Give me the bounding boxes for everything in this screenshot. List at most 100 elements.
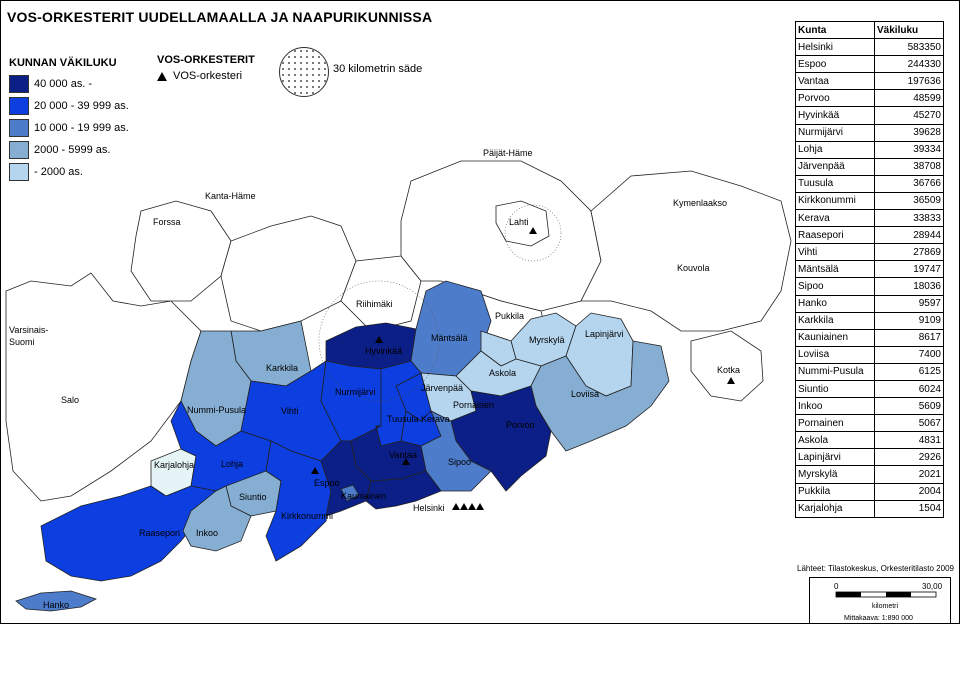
table-row: Porvoo 48599 xyxy=(795,89,944,108)
orchestra-marker-helsinki-2 xyxy=(460,503,468,510)
label-helsinki: Helsinki xyxy=(413,503,445,513)
table-cell-vakiluku: 7400 xyxy=(874,345,944,364)
orchestra-marker-helsinki-1 xyxy=(452,503,460,510)
label-salo: Salo xyxy=(61,395,79,405)
label-jarvenpaa: Järvenpää xyxy=(421,383,463,393)
label-riihimaki: Riihimäki xyxy=(356,299,393,309)
table-cell-vakiluku: 36766 xyxy=(874,174,944,193)
region-lahti-area xyxy=(495,200,550,247)
table-cell-vakiluku: 1504 xyxy=(874,499,944,518)
legend-class-1: 40 000 as. - xyxy=(9,75,92,93)
label-vantaa: Vantaa xyxy=(389,450,417,460)
table-cell-vakiluku: 48599 xyxy=(874,89,944,108)
table-cell-kunta: Pukkila xyxy=(795,482,875,501)
orchestra-legend-item: VOS-orkesteri xyxy=(157,70,242,82)
legend-swatch-5 xyxy=(9,163,29,181)
table-row: Nummi-Pusula 6125 xyxy=(795,362,944,381)
table-cell-kunta: Pornainen xyxy=(795,414,875,433)
scale-max: 30,00 xyxy=(922,582,943,591)
legend-class-label-3: 10 000 - 19 999 as. xyxy=(34,122,129,134)
table-cell-vakiluku: 197636 xyxy=(874,72,944,91)
table-row: Pornainen 5067 xyxy=(795,414,944,433)
table-cell-vakiluku: 19747 xyxy=(874,260,944,279)
neighbour-regions xyxy=(5,160,792,502)
municipality-sipoo xyxy=(420,410,492,492)
table-header-vakiluku: Väkiluku xyxy=(874,20,944,40)
legend-class-2: 20 000 - 39 999 as. xyxy=(9,97,129,115)
label-karjalohja: Karjalohja xyxy=(154,460,194,470)
municipality-inkoo xyxy=(182,485,252,552)
table-cell-vakiluku: 6125 xyxy=(874,362,944,381)
table-cell-vakiluku: 5067 xyxy=(874,414,944,433)
table-cell-vakiluku: 33833 xyxy=(874,209,944,228)
table-row: Inkoo 5609 xyxy=(795,397,944,416)
label-forssa: Forssa xyxy=(153,217,181,227)
table-cell-vakiluku: 9109 xyxy=(874,311,944,330)
orchestra-marker-helsinki-4 xyxy=(476,503,484,510)
table-cell-vakiluku: 8617 xyxy=(874,328,944,347)
label-kanta-hame: Kanta-Häme xyxy=(205,191,256,201)
table-cell-kunta: Kauniainen xyxy=(795,328,875,347)
label-kerava: Kerava xyxy=(421,414,450,424)
table-cell-kunta: Kerava xyxy=(795,209,875,228)
table-cell-vakiluku: 244330 xyxy=(874,55,944,74)
legend-swatch-3 xyxy=(9,119,29,137)
table-cell-kunta: Myrskylä xyxy=(795,465,875,484)
table-row: Pukkila 2004 xyxy=(795,482,944,501)
table-cell-vakiluku: 45270 xyxy=(874,106,944,125)
table-cell-kunta: Porvoo xyxy=(795,89,875,108)
population-legend-title: KUNNAN VÄKILUKU xyxy=(9,57,117,69)
legend-swatch-1 xyxy=(9,75,29,93)
table-row: Siuntio 6024 xyxy=(795,379,944,399)
label-espoo: Espoo xyxy=(314,478,340,488)
table-cell-kunta: Nummi-Pusula xyxy=(795,362,875,381)
municipality-helsinki xyxy=(365,470,442,510)
scale-unit: kilometri xyxy=(872,603,899,610)
table-header-kunta: Kunta xyxy=(795,20,875,40)
table-row: Kauniainen 8617 xyxy=(795,328,944,347)
label-nurmijarvi: Nurmijärvi xyxy=(335,387,376,397)
label-raasepori: Raasepori xyxy=(139,528,180,538)
municipality-hanko xyxy=(15,590,98,612)
radius-circle-legend-icon xyxy=(279,47,329,97)
label-porvoo: Porvoo xyxy=(506,420,535,430)
population-table: Kunta Väkiluku Helsinki 583350 Espoo 244330… xyxy=(795,20,944,518)
region-kanta-hame xyxy=(220,215,357,332)
table-cell-kunta: Espoo xyxy=(795,55,875,74)
table-cell-vakiluku: 36509 xyxy=(874,191,944,211)
table-cell-kunta: Siuntio xyxy=(795,379,875,399)
table-cell-kunta: Nurmijärvi xyxy=(795,123,875,142)
table-cell-kunta: Sipoo xyxy=(795,277,875,296)
label-varsinais-suomi-2: Suomi xyxy=(9,337,35,347)
legend-class-5: - 2000 as. xyxy=(9,163,83,181)
label-myrskyla: Myrskylä xyxy=(529,335,565,345)
orchestra-marker-lahti xyxy=(529,227,537,234)
table-cell-kunta: Loviisa xyxy=(795,345,875,364)
source-note: Lähteet: Tilastokeskus, Orkesteritilasto… xyxy=(797,564,954,573)
table-cell-kunta: Tuusula xyxy=(795,174,875,193)
table-cell-kunta: Hyvinkää xyxy=(795,106,875,125)
table-cell-vakiluku: 2926 xyxy=(874,448,944,467)
radius-circles xyxy=(318,204,562,402)
table-row: Karjalohja 1504 xyxy=(795,499,944,518)
table-cell-kunta: Vantaa xyxy=(795,72,875,91)
scale-ratio: Mittakaava: 1:890 000 xyxy=(844,615,913,622)
orchestra-marker-helsinki-3 xyxy=(468,503,476,510)
label-vihti: Vihti xyxy=(281,406,298,416)
table-row: Vantaa 197636 xyxy=(795,72,944,91)
label-mantsala: Mäntsälä xyxy=(431,333,468,343)
label-lohja: Lohja xyxy=(221,459,243,469)
label-pukkila: Pukkila xyxy=(495,311,524,321)
label-pornainen: Pornainen xyxy=(453,400,494,410)
map-title: VOS-ORKESTERIT UUDELLAMAALLA JA NAAPURIK… xyxy=(7,9,433,25)
orchestra-marker-kotka xyxy=(727,377,735,384)
label-askola: Askola xyxy=(489,368,516,378)
label-nummi-pusula: Nummi-Pusula xyxy=(187,405,246,415)
municipality-kauniainen xyxy=(340,484,360,502)
table-cell-vakiluku: 28944 xyxy=(874,226,944,245)
table-cell-vakiluku: 2021 xyxy=(874,465,944,484)
table-row: Lapinjärvi 2926 xyxy=(795,448,944,467)
label-hanko: Hanko xyxy=(43,600,69,610)
radius-circle-lahti xyxy=(504,204,562,262)
scale-box: 0 30,00 kilometri Mittakaava: 1:890 000 xyxy=(809,577,951,623)
